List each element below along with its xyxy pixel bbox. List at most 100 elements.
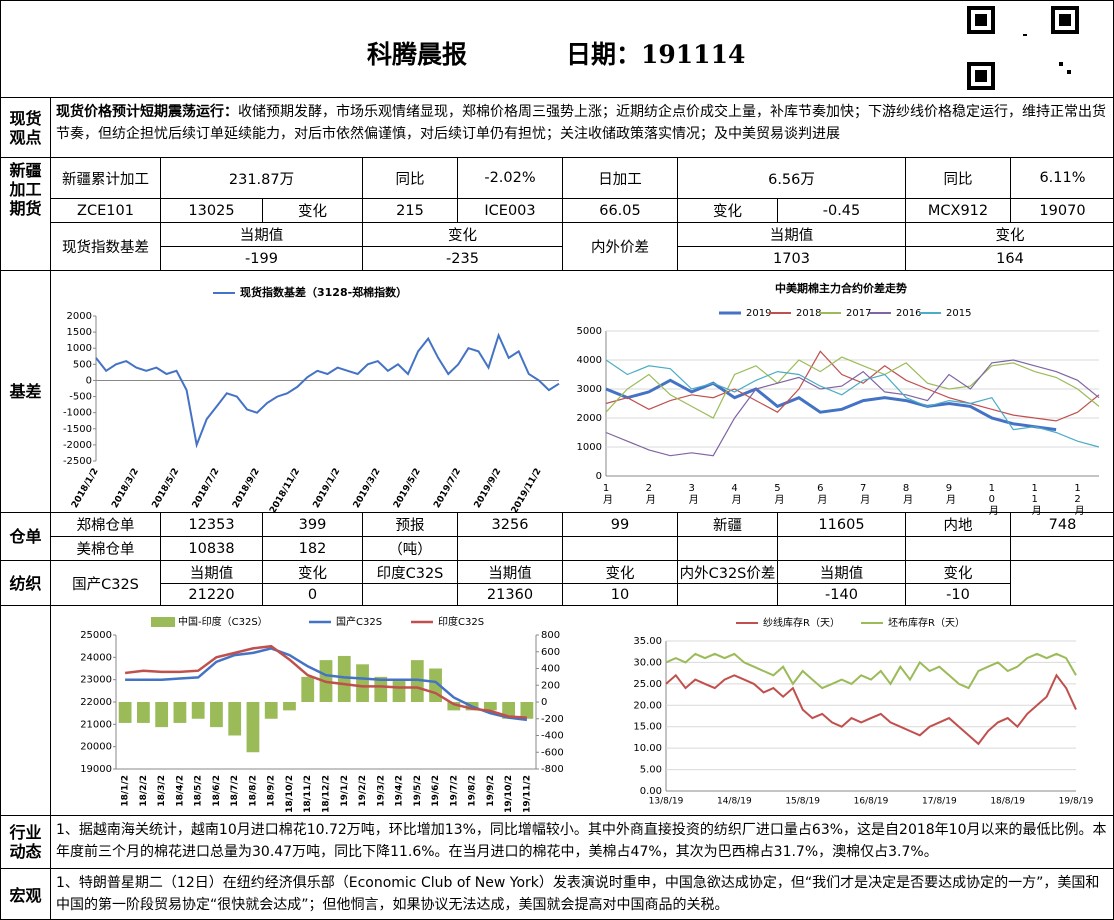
section-label: 宏观 xyxy=(1,869,51,919)
table-cell: 19070 xyxy=(1011,199,1113,223)
legend-label: 印度C32S xyxy=(438,615,484,628)
y-tick-label: 23000 xyxy=(80,675,112,686)
x-tick-label: 18/3/2 xyxy=(157,775,167,807)
table-cell: （吨） xyxy=(363,537,458,561)
x-tick-label: 19/7/2 xyxy=(449,775,459,807)
table-cell: 郑棉仓单 xyxy=(51,513,161,537)
y2-tick-label: 400 xyxy=(541,664,560,675)
series-line xyxy=(605,378,1057,432)
x-tick-label: 7月 xyxy=(858,483,870,505)
bar xyxy=(374,676,388,702)
bar xyxy=(337,655,351,702)
y2-tick-label: -400 xyxy=(541,731,564,742)
table-cell xyxy=(1011,561,1113,606)
table-cell: 11605 xyxy=(778,513,906,537)
y-tick-label: 4000 xyxy=(577,355,602,366)
legend-label: 现货指数基差（3128-郑棉指数） xyxy=(240,285,407,299)
qr-code xyxy=(967,6,1079,90)
y-tick-label: 25.00 xyxy=(633,679,662,690)
bar xyxy=(483,702,497,711)
bar xyxy=(191,702,205,719)
report-title: 科腾晨报 xyxy=(367,40,468,69)
table-cell: 215 xyxy=(363,199,458,223)
table-cell xyxy=(678,537,778,561)
table-cell: 399 xyxy=(263,513,363,537)
chart-title: 中美期棉主力合约价差走势 xyxy=(775,281,907,295)
section-label xyxy=(1,606,51,816)
table-cell: 日加工 xyxy=(563,158,678,199)
table-cell: 变化 xyxy=(563,561,678,584)
spot-lead: 现货价格预计短期震荡运行： xyxy=(56,104,238,120)
x-tick-label: 17/8/19 xyxy=(922,797,957,807)
bar xyxy=(118,702,132,723)
legend-label: 纱线库存R（天） xyxy=(763,616,840,629)
y-tick-label: -2500 xyxy=(63,456,92,467)
y-tick-label: -2000 xyxy=(63,440,92,451)
bar xyxy=(301,676,315,702)
table-cell: 新疆 xyxy=(678,513,778,537)
series-line xyxy=(125,647,528,722)
bar xyxy=(356,664,369,702)
table-cell: 预报 xyxy=(363,513,458,537)
table-cell: 变化 xyxy=(263,199,363,223)
series-line xyxy=(605,359,1100,448)
y-tick-label: 24000 xyxy=(80,652,112,663)
x-tick-label: 19/11/2 xyxy=(522,775,532,813)
legend-swatch xyxy=(151,617,175,627)
table-cell: 当期值 xyxy=(678,223,906,247)
table-cell xyxy=(678,584,778,606)
table-cell: 变化 xyxy=(906,561,1011,584)
table-cell: 变化 xyxy=(363,223,563,247)
table-cell: 同比 xyxy=(363,158,458,199)
table-cell: 3256 xyxy=(458,513,563,537)
qr-module xyxy=(1067,70,1071,74)
x-tick-label: 14/8/19 xyxy=(717,797,752,807)
qr-logo xyxy=(1009,36,1037,58)
table-cell: 13025 xyxy=(161,199,263,223)
table-cell: ZCE101 xyxy=(51,199,161,223)
series-line xyxy=(665,673,1077,746)
y2-tick-label: 600 xyxy=(541,647,560,658)
y2-tick-label: 200 xyxy=(541,680,560,691)
y-tick-label: 20.00 xyxy=(633,700,662,711)
header-rule xyxy=(1,97,1113,98)
bar xyxy=(137,702,150,723)
x-tick-label: 18/8/19 xyxy=(990,797,1025,807)
x-tick-label: 3月 xyxy=(686,483,698,505)
y2-tick-label: 800 xyxy=(541,630,560,641)
legend-label: 2018 xyxy=(796,308,821,319)
x-tick-label: 4月 xyxy=(729,483,741,505)
x-tick-label: 19/10/2 xyxy=(504,775,514,813)
table-cell xyxy=(51,606,1113,816)
x-tick-label: 18/1/2 xyxy=(121,775,131,807)
table-cell: 1703 xyxy=(678,247,906,271)
series-line xyxy=(605,359,1100,457)
x-tick-label: 18/9/2 xyxy=(267,775,277,807)
section-label: 新疆加工期货 xyxy=(1,158,51,271)
x-tick-label: 18/11/2 xyxy=(303,775,313,813)
y-tick-label: 35.00 xyxy=(633,636,662,647)
table-cell: 164 xyxy=(906,247,1113,271)
table-cell: 182 xyxy=(263,537,363,561)
series-line xyxy=(95,332,560,449)
y2-tick-label: -600 xyxy=(541,747,564,758)
x-tick-label: 18/2/2 xyxy=(139,775,149,807)
table-cell: -140 xyxy=(778,584,906,606)
y-tick-label: -500 xyxy=(69,392,92,403)
y-tick-label: 22000 xyxy=(80,697,112,708)
table-cell xyxy=(51,271,1113,513)
table-cell: 当期值 xyxy=(778,561,906,584)
table-cell: -10 xyxy=(906,584,1011,606)
x-tick-label: 5月 xyxy=(772,483,784,505)
x-tick-label: 8月 xyxy=(901,483,913,505)
spot-view: 现货价格预计短期震荡运行：收储预期发酵，市场乐观情绪显现，郑棉价格周三强势上涨；… xyxy=(51,98,1113,158)
table-cell: 6.11% xyxy=(1011,158,1113,199)
qr-finder xyxy=(1059,14,1071,26)
table-cell: 10 xyxy=(563,584,678,606)
table-cell xyxy=(906,537,1011,561)
y-tick-label: 5000 xyxy=(577,326,602,337)
x-tick-label: 19/8/19 xyxy=(1059,797,1094,807)
x-tick-label: 18/7/2 xyxy=(230,775,240,807)
x-tick-label: 19/1/2 xyxy=(340,775,350,807)
